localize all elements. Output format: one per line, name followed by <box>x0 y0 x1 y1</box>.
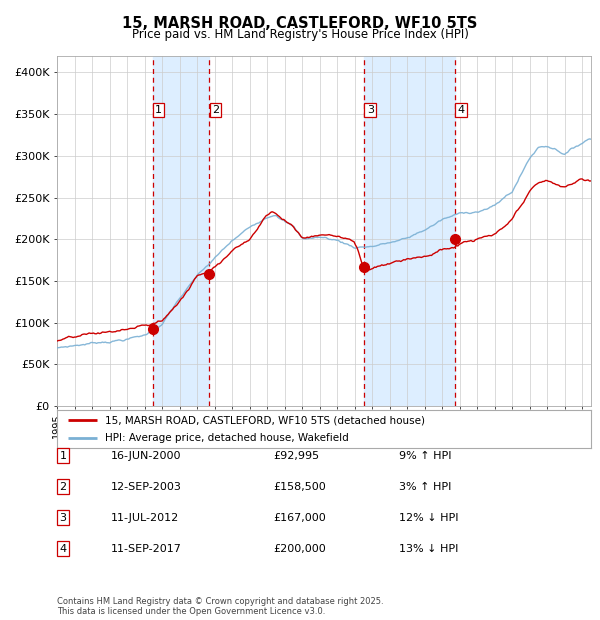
Text: 1: 1 <box>155 105 162 115</box>
Text: £158,500: £158,500 <box>273 482 326 492</box>
Text: Contains HM Land Registry data © Crown copyright and database right 2025.: Contains HM Land Registry data © Crown c… <box>57 597 383 606</box>
Text: 4: 4 <box>457 105 464 115</box>
Text: £167,000: £167,000 <box>273 513 326 523</box>
Text: 15, MARSH ROAD, CASTLEFORD, WF10 5TS: 15, MARSH ROAD, CASTLEFORD, WF10 5TS <box>122 16 478 30</box>
Text: 15, MARSH ROAD, CASTLEFORD, WF10 5TS (detached house): 15, MARSH ROAD, CASTLEFORD, WF10 5TS (de… <box>105 415 425 425</box>
Bar <box>152 56 209 406</box>
Text: 9% ↑ HPI: 9% ↑ HPI <box>399 451 452 461</box>
Bar <box>364 56 455 406</box>
Text: 16-JUN-2000: 16-JUN-2000 <box>111 451 182 461</box>
Text: HPI: Average price, detached house, Wakefield: HPI: Average price, detached house, Wake… <box>105 433 349 443</box>
Text: 4: 4 <box>59 544 67 554</box>
Text: 3: 3 <box>59 513 67 523</box>
Text: 1: 1 <box>59 451 67 461</box>
Text: 11-JUL-2012: 11-JUL-2012 <box>111 513 179 523</box>
Text: 3% ↑ HPI: 3% ↑ HPI <box>399 482 451 492</box>
Text: £200,000: £200,000 <box>273 544 326 554</box>
Text: 11-SEP-2017: 11-SEP-2017 <box>111 544 182 554</box>
Text: 12-SEP-2003: 12-SEP-2003 <box>111 482 182 492</box>
Text: 13% ↓ HPI: 13% ↓ HPI <box>399 544 458 554</box>
Text: £92,995: £92,995 <box>273 451 319 461</box>
Text: 12% ↓ HPI: 12% ↓ HPI <box>399 513 458 523</box>
Text: 3: 3 <box>367 105 374 115</box>
Text: This data is licensed under the Open Government Licence v3.0.: This data is licensed under the Open Gov… <box>57 606 325 616</box>
Text: 2: 2 <box>59 482 67 492</box>
Text: 2: 2 <box>212 105 219 115</box>
Text: Price paid vs. HM Land Registry's House Price Index (HPI): Price paid vs. HM Land Registry's House … <box>131 28 469 41</box>
